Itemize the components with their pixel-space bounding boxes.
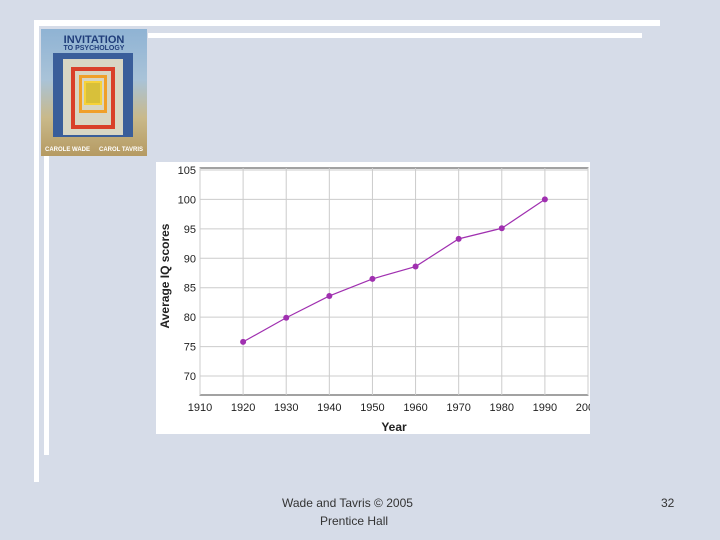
cover-yellow-frame [84, 81, 102, 105]
iq-line-chart: 105 100 95 90 85 80 75 70 1910 1920 1930 1940 1950 19… [158, 165, 590, 434]
x-tick-label: 1930 [274, 402, 298, 414]
y-tick-label: 80 [184, 312, 196, 324]
cover-title-line2: TO PSYCHOLOGY [63, 45, 125, 52]
footer-credit-line2: Prentice Hall [320, 514, 389, 528]
data-point [541, 196, 548, 203]
data-point [369, 275, 376, 282]
data-point [412, 263, 419, 270]
data-point [283, 314, 290, 321]
data-point [240, 338, 247, 345]
left-rule-inner [44, 155, 49, 455]
cover-red-frame [71, 67, 115, 129]
cover-author-1: CAROLE WADE [45, 147, 90, 153]
y-tick-label: 70 [184, 371, 196, 383]
y-tick-label: 105 [178, 165, 196, 177]
top-rule-short [148, 33, 642, 38]
x-tick-label: 2000 [576, 402, 590, 414]
footer-credit-line1: Wade and Tavris © 2005 [282, 496, 413, 510]
left-rule-outer [34, 20, 39, 482]
x-tick-label: 1920 [231, 402, 255, 414]
data-point [326, 292, 333, 299]
slide-page-number: 32 [661, 496, 675, 510]
y-axis-label: Average IQ scores [158, 223, 172, 328]
cover-orange-frame [79, 75, 107, 113]
data-point [498, 225, 505, 232]
x-tick-label: 1970 [446, 402, 470, 414]
cover-title-line1: INVITATION [63, 34, 125, 46]
data-point [455, 235, 462, 242]
x-tick-label: 1910 [188, 402, 212, 414]
x-tick-label: 1960 [403, 402, 427, 414]
series-line [242, 198, 546, 343]
plot-area-frame [199, 167, 589, 396]
y-tick-label: 90 [184, 253, 196, 265]
y-tick-label: 85 [184, 283, 196, 295]
y-tick-label: 95 [184, 224, 196, 236]
top-rule-long [34, 20, 660, 26]
x-tick-label: 1940 [317, 402, 341, 414]
x-tick-label: 1990 [533, 402, 557, 414]
x-tick-label: 1950 [360, 402, 384, 414]
cover-author-2: CAROL TAVRIS [99, 147, 144, 153]
y-tick-label: 100 [178, 194, 196, 206]
x-tick-label: 1980 [490, 402, 514, 414]
x-axis-label: Year [381, 420, 407, 434]
book-cover-image: INVITATION TO PSYCHOLOGY CAROLE WADE CAR… [41, 29, 147, 156]
y-tick-label: 75 [184, 342, 196, 354]
chart-panel: 105 100 95 90 85 80 75 70 1910 1920 1930 1940 1950 19… [156, 162, 590, 434]
